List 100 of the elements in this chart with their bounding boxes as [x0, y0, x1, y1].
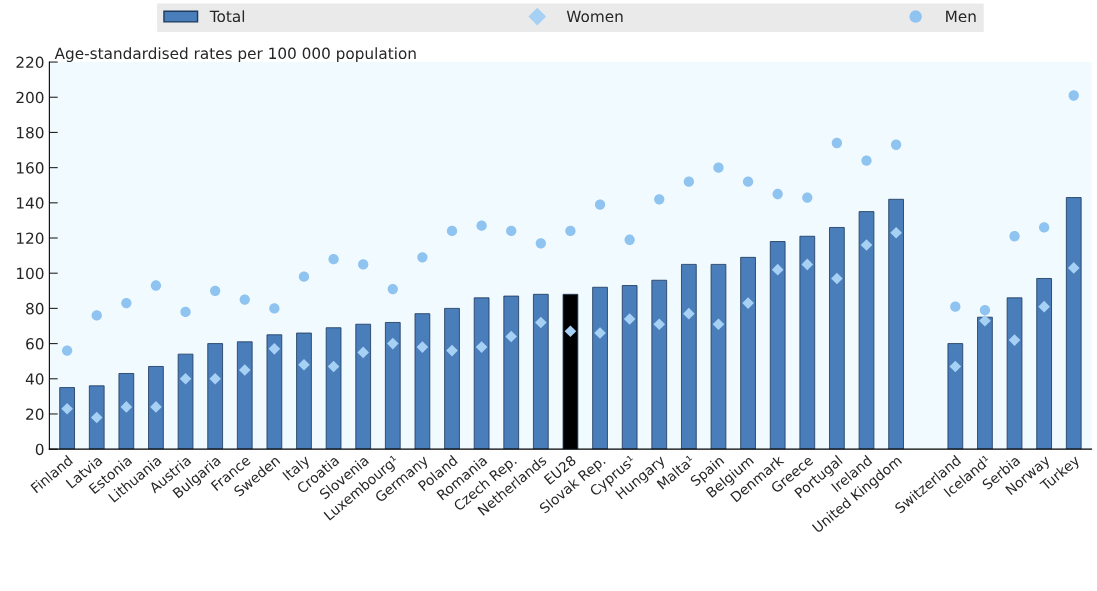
point: [950, 301, 961, 312]
point: [772, 188, 783, 200]
bar: [325, 327, 342, 450]
point: [416, 341, 429, 353]
bar: [651, 279, 668, 450]
bar: [296, 332, 312, 450]
legend-label: Women: [566, 10, 623, 23]
point: [505, 330, 518, 343]
legend-label: Men: [946, 10, 976, 23]
point: [979, 314, 991, 327]
point: [506, 225, 517, 237]
point: [594, 199, 606, 210]
point: [358, 259, 369, 270]
y-tick-label: 140: [17, 197, 44, 209]
bar: [769, 241, 786, 450]
bar: [621, 285, 638, 450]
point: [91, 310, 102, 321]
point: [535, 316, 547, 329]
bar: [414, 313, 431, 450]
y-tick-label: 0: [35, 443, 44, 456]
point: [801, 258, 814, 271]
bar: [1036, 278, 1052, 450]
point: [624, 234, 635, 245]
point: [1008, 334, 1021, 346]
bar: [858, 211, 875, 450]
bar: [681, 263, 697, 450]
bar: [1065, 197, 1082, 450]
point: [831, 137, 843, 149]
y-tick-label: 200: [16, 91, 44, 104]
point: [150, 280, 162, 291]
point: [742, 176, 754, 187]
bar: [384, 322, 401, 450]
bar: [236, 341, 253, 450]
point: [802, 192, 813, 203]
y-tick-label: 80: [26, 302, 44, 315]
point: [209, 372, 221, 385]
point: [121, 297, 132, 309]
point: [683, 176, 695, 187]
point: [239, 294, 250, 305]
bar: [829, 227, 845, 450]
point: [535, 238, 546, 249]
point: [417, 252, 428, 263]
point: [979, 305, 991, 316]
bar: [947, 343, 964, 450]
point: [446, 344, 458, 357]
bar: [740, 256, 756, 450]
point: [653, 318, 666, 331]
point: [386, 337, 399, 350]
point: [269, 303, 280, 314]
y-tick-label: 40: [25, 373, 44, 385]
bar: [266, 334, 283, 450]
bar: [473, 297, 490, 450]
point: [860, 239, 873, 251]
point: [1038, 222, 1050, 233]
point: [61, 402, 73, 415]
bar: [355, 323, 372, 450]
bar: [148, 366, 164, 450]
point: [831, 272, 843, 285]
point: [475, 341, 488, 353]
point: [890, 139, 902, 150]
point: [298, 358, 310, 371]
point: [1067, 262, 1080, 274]
point: [120, 401, 133, 413]
y-tick-label: 100: [17, 267, 44, 280]
point: [623, 313, 636, 325]
legend-label: Total: [209, 10, 245, 23]
y-tick-label: 160: [17, 162, 44, 174]
point: [1068, 90, 1079, 101]
y-tick-label: 20: [26, 408, 44, 420]
point: [713, 162, 724, 173]
point: [771, 263, 784, 276]
bar: [710, 263, 727, 450]
point: [1009, 231, 1020, 242]
point: [328, 253, 339, 265]
y-tick-label: 180: [17, 126, 44, 139]
y-tick-label: 220: [16, 56, 44, 69]
point: [238, 364, 251, 376]
point: [446, 225, 458, 237]
bar: [977, 316, 993, 450]
point: [949, 360, 962, 373]
bar: [533, 293, 549, 450]
point: [1038, 300, 1050, 313]
point: [180, 306, 191, 318]
bar: [118, 373, 135, 450]
point: [654, 194, 665, 205]
bar: [88, 385, 105, 450]
bar: [177, 353, 194, 450]
bar: [503, 295, 520, 450]
point: [861, 155, 872, 166]
bar: [444, 307, 460, 450]
point: [712, 318, 725, 331]
point: [268, 343, 281, 355]
point: [890, 226, 902, 239]
y-tick-label: 120: [17, 232, 44, 245]
point: [327, 360, 340, 373]
bar: [888, 198, 904, 450]
point: [61, 345, 73, 356]
bar: [592, 286, 608, 450]
point: [387, 283, 398, 295]
point: [565, 225, 576, 237]
